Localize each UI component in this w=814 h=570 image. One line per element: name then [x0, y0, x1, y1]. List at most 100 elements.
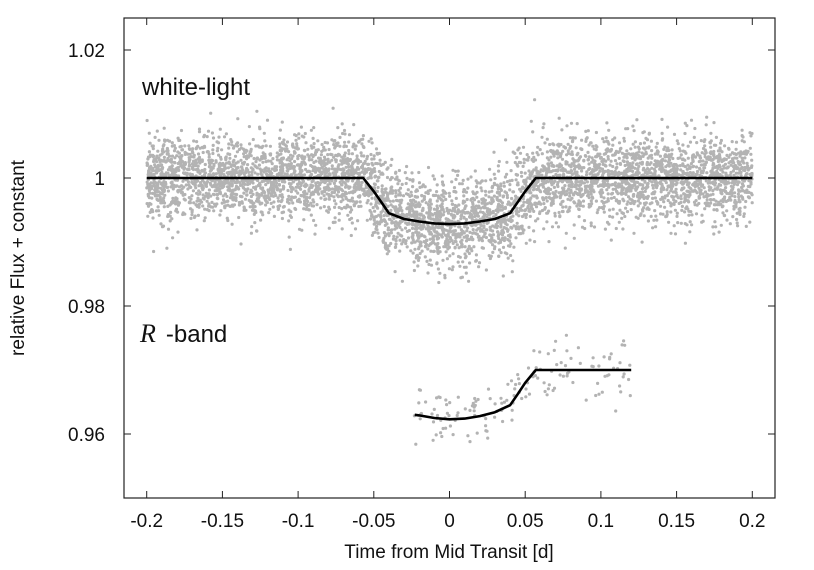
data-point: [410, 226, 415, 230]
data-point: [176, 150, 180, 154]
data-point: [361, 144, 365, 149]
data-point: [249, 166, 253, 170]
data-point: [202, 169, 206, 173]
data-point: [575, 204, 579, 208]
data-point: [491, 243, 495, 247]
data-point: [570, 162, 574, 166]
data-point: [456, 260, 460, 264]
data-point: [211, 172, 216, 176]
data-point: [451, 229, 456, 233]
data-point: [625, 163, 630, 167]
data-point: [711, 192, 715, 196]
data-point: [614, 166, 618, 170]
data-point: [625, 149, 629, 153]
data-point: [699, 163, 704, 167]
data-point: [714, 199, 718, 203]
data-point: [464, 239, 469, 243]
data-point: [722, 157, 727, 161]
data-point: [146, 182, 150, 187]
data-point: [468, 261, 472, 265]
data-point: [715, 169, 719, 173]
data-point: [288, 214, 292, 218]
data-point: [156, 149, 160, 153]
data-point: [225, 216, 229, 220]
data-point: [398, 198, 402, 203]
data-point: [311, 198, 315, 202]
data-point: [311, 179, 315, 183]
data-point: [734, 205, 738, 209]
data-point: [289, 190, 293, 194]
data-point: [230, 143, 234, 147]
data-point: [575, 122, 579, 126]
data-point: [474, 185, 479, 189]
data-point: [683, 158, 687, 162]
data-point: [332, 195, 336, 199]
data-point: [568, 194, 572, 198]
data-point: [514, 178, 518, 182]
data-point: [202, 219, 206, 223]
data-point: [268, 144, 272, 148]
data-point: [530, 157, 534, 161]
data-point: [349, 233, 353, 238]
data-point: [418, 243, 422, 247]
data-point: [704, 149, 708, 153]
data-point: [275, 155, 279, 159]
data-point: [666, 170, 670, 175]
data-point: [215, 140, 219, 144]
data-point: [173, 160, 177, 165]
data-point: [401, 194, 406, 198]
data-point: [675, 139, 679, 143]
data-point: [549, 161, 554, 165]
data-point: [464, 210, 468, 215]
data-point: [282, 138, 286, 142]
data-point: [516, 225, 520, 229]
data-point: [585, 180, 590, 184]
data-point: [650, 166, 654, 170]
data-point: [297, 227, 302, 231]
data-point: [445, 237, 449, 241]
data-point: [372, 186, 377, 190]
data-point: [198, 181, 203, 185]
data-point: [417, 247, 421, 251]
data-point: [487, 195, 491, 199]
data-point: [611, 187, 615, 191]
data-point: [387, 234, 391, 238]
data-point: [221, 194, 225, 198]
data-point: [476, 211, 480, 215]
data-point: [484, 193, 488, 197]
data-point: [568, 136, 573, 140]
data-point: [634, 180, 638, 184]
data-point: [237, 215, 241, 220]
data-point: [159, 222, 163, 226]
data-point: [434, 219, 438, 223]
data-point: [521, 203, 525, 207]
data-point: [386, 192, 390, 197]
data-point: [268, 170, 272, 174]
data-point: [663, 205, 667, 209]
data-point: [468, 215, 472, 219]
data-point: [381, 209, 385, 213]
data-point: [587, 162, 591, 166]
data-point: [465, 236, 469, 240]
data-point: [529, 196, 533, 200]
data-point: [687, 209, 691, 213]
data-point: [746, 184, 750, 188]
data-point: [648, 162, 652, 166]
data-point: [342, 128, 347, 133]
data-point: [594, 130, 599, 135]
data-point: [520, 174, 524, 178]
data-point: [651, 196, 655, 200]
data-point: [264, 178, 268, 182]
data-point: [394, 194, 398, 198]
data-point: [730, 194, 734, 198]
data-point: [643, 171, 648, 175]
data-point: [447, 191, 451, 195]
data-point: [702, 195, 706, 199]
data-point: [690, 223, 694, 227]
data-point: [382, 236, 386, 240]
data-point: [561, 205, 565, 209]
data-point: [162, 205, 166, 209]
data-point: [294, 189, 298, 193]
data-point: [334, 202, 338, 206]
data-point: [206, 129, 211, 133]
